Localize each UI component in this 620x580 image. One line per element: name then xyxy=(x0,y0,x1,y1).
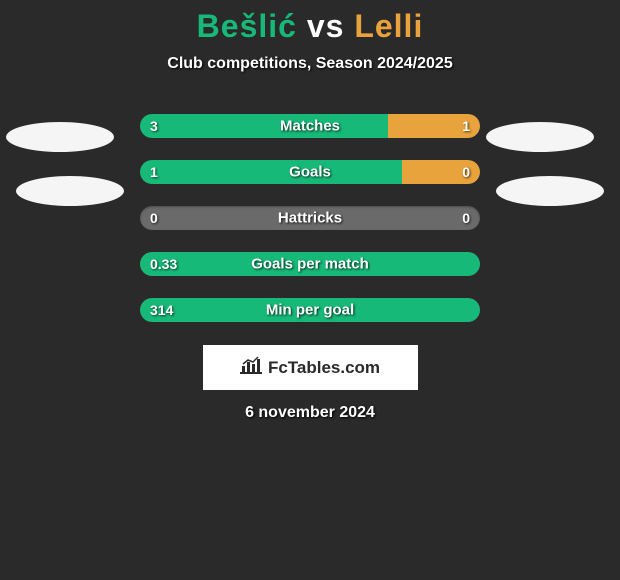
stat-value-left: 314 xyxy=(150,302,173,318)
player1-name: Bešlić xyxy=(197,8,297,44)
player1-avatar xyxy=(6,122,114,152)
logo-box: FcTables.com xyxy=(203,345,418,390)
bar-track: 0 0 Hattricks xyxy=(140,206,480,230)
stat-value-left: 3 xyxy=(150,118,158,134)
logo-text: FcTables.com xyxy=(268,358,380,378)
bar-track: 314 Min per goal xyxy=(140,298,480,322)
player2-avatar xyxy=(486,122,594,152)
player1-avatar xyxy=(16,176,124,206)
bar-track: 3 1 Matches xyxy=(140,114,480,138)
chart-icon xyxy=(240,356,262,379)
stat-value-right: 1 xyxy=(462,118,470,134)
page-title: Bešlić vs Lelli xyxy=(0,8,620,45)
bar-left xyxy=(140,160,402,184)
stat-row: 0.33 Goals per match xyxy=(10,241,610,287)
bar-track: 1 0 Goals xyxy=(140,160,480,184)
stat-label: Matches xyxy=(280,118,340,135)
player2-avatar xyxy=(496,176,604,206)
stat-row: 314 Min per goal xyxy=(10,287,610,333)
subtitle: Club competitions, Season 2024/2025 xyxy=(0,55,620,73)
stat-label: Min per goal xyxy=(266,302,354,319)
stat-label: Hattricks xyxy=(278,210,342,227)
date: 6 november 2024 xyxy=(0,404,620,422)
stat-label: Goals xyxy=(289,164,331,181)
comparison-card: Bešlić vs Lelli Club competitions, Seaso… xyxy=(0,0,620,422)
stat-value-right: 0 xyxy=(462,164,470,180)
stat-value-left: 1 xyxy=(150,164,158,180)
vs-text: vs xyxy=(297,8,354,44)
bar-track: 0.33 Goals per match xyxy=(140,252,480,276)
stat-value-right: 0 xyxy=(462,210,470,226)
stat-value-left: 0.33 xyxy=(150,256,177,272)
bar-left xyxy=(140,114,388,138)
stat-label: Goals per match xyxy=(251,256,369,273)
player2-name: Lelli xyxy=(354,8,423,44)
stat-value-left: 0 xyxy=(150,210,158,226)
